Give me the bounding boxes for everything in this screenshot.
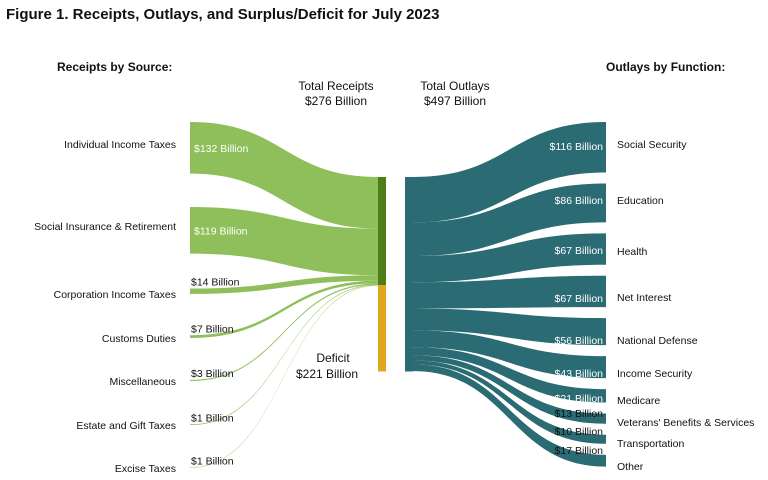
outlay-flows bbox=[413, 122, 606, 467]
receipt-source-label: Miscellaneous bbox=[109, 376, 176, 388]
center-nodes bbox=[378, 177, 413, 372]
outlay-function-label: Transportation bbox=[617, 438, 684, 450]
receipt-source-label: Excise Taxes bbox=[115, 463, 176, 475]
receipt-value-label: $119 Billion bbox=[194, 225, 248, 237]
receipt-flow-customs-duties bbox=[190, 280, 378, 338]
total-receipts-value: $276 Billion bbox=[305, 94, 367, 108]
outlay-value-label: $21 Billion bbox=[555, 393, 604, 405]
outlay-value-label: $13 Billion bbox=[555, 408, 604, 420]
receipt-source-label: Customs Duties bbox=[102, 333, 176, 345]
flow-labels: Individual Income Taxes $132 Billion Socia… bbox=[34, 139, 754, 475]
receipt-source-label: Corporation Income Taxes bbox=[54, 289, 176, 301]
outlay-function-label: Education bbox=[617, 195, 664, 207]
receipt-flows bbox=[190, 122, 378, 468]
receipt-source-label: Social Insurance & Retirement bbox=[34, 221, 176, 233]
receipt-value-label: $1 Billion bbox=[191, 412, 234, 424]
outlay-function-label: Health bbox=[617, 246, 648, 258]
receipt-value-label: $7 Billion bbox=[191, 323, 234, 335]
outlay-value-label: $10 Billion bbox=[555, 426, 604, 438]
total-outlays-label: Total Outlays bbox=[420, 79, 489, 93]
outlay-function-label: Income Security bbox=[617, 368, 693, 380]
outlay-flow-veterans-benefits-services bbox=[413, 355, 606, 424]
outlay-flow-income-security bbox=[413, 330, 606, 379]
deficit-node bbox=[378, 285, 386, 372]
deficit-value: $221 Billion bbox=[296, 367, 358, 381]
total-outlays-node bbox=[405, 177, 413, 372]
outlay-function-label: National Defense bbox=[617, 335, 698, 347]
receipt-value-label: $3 Billion bbox=[191, 368, 234, 380]
receipt-flow-social-insurance-retirement bbox=[190, 207, 378, 276]
receipt-flow-corporation-income-taxes bbox=[190, 275, 378, 294]
receipt-value-label: $1 Billion bbox=[191, 455, 234, 467]
total-outlays-value: $497 Billion bbox=[424, 94, 486, 108]
outlay-flow-education bbox=[413, 183, 606, 257]
receipt-source-label: Individual Income Taxes bbox=[64, 139, 176, 151]
receipt-flow-excise-taxes bbox=[190, 285, 378, 468]
receipt-flow-individual-income-taxes bbox=[190, 122, 378, 229]
outlay-flow-net-interest bbox=[413, 275, 606, 309]
outlay-value-label: $56 Billion bbox=[555, 335, 604, 347]
receipt-flow-estate-and-gift-taxes bbox=[190, 284, 378, 425]
receipt-source-label: Estate and Gift Taxes bbox=[76, 420, 176, 432]
receipts-header: Receipts by Source: bbox=[57, 60, 172, 74]
total-receipts-label: Total Receipts bbox=[298, 79, 373, 93]
outlay-value-label: $43 Billion bbox=[555, 368, 604, 380]
receipt-flow-miscellaneous bbox=[190, 283, 378, 381]
receipt-value-label: $132 Billion bbox=[194, 143, 248, 155]
outlay-function-label: Net Interest bbox=[617, 292, 671, 304]
outlays-header: Outlays by Function: bbox=[606, 60, 725, 74]
chart-title: Figure 1. Receipts, Outlays, and Surplus… bbox=[6, 6, 440, 23]
deficit-label: Deficit bbox=[316, 351, 350, 365]
outlay-value-label: $67 Billion bbox=[555, 245, 604, 257]
outlay-value-label: $116 Billion bbox=[549, 141, 603, 153]
outlay-flow-medicare bbox=[413, 347, 606, 403]
outlay-function-label: Social Security bbox=[617, 139, 687, 151]
outlay-value-label: $67 Billion bbox=[555, 293, 604, 305]
receipt-value-label: $14 Billion bbox=[191, 277, 240, 289]
outlay-flow-national-defense bbox=[413, 308, 606, 346]
outlay-flow-transportation bbox=[413, 360, 606, 444]
outlay-function-label: Medicare bbox=[617, 395, 660, 407]
outlay-flow-other bbox=[413, 364, 606, 467]
outlay-value-label: $86 Billion bbox=[555, 195, 604, 207]
outlay-value-label: $17 Billion bbox=[555, 445, 604, 457]
outlay-function-label: Veterans' Benefits & Services bbox=[617, 417, 754, 429]
outlay-flow-social-security bbox=[413, 122, 606, 223]
outlay-flow-health bbox=[413, 233, 606, 283]
total-receipts-node bbox=[378, 177, 386, 285]
outlay-function-label: Other bbox=[617, 461, 644, 473]
